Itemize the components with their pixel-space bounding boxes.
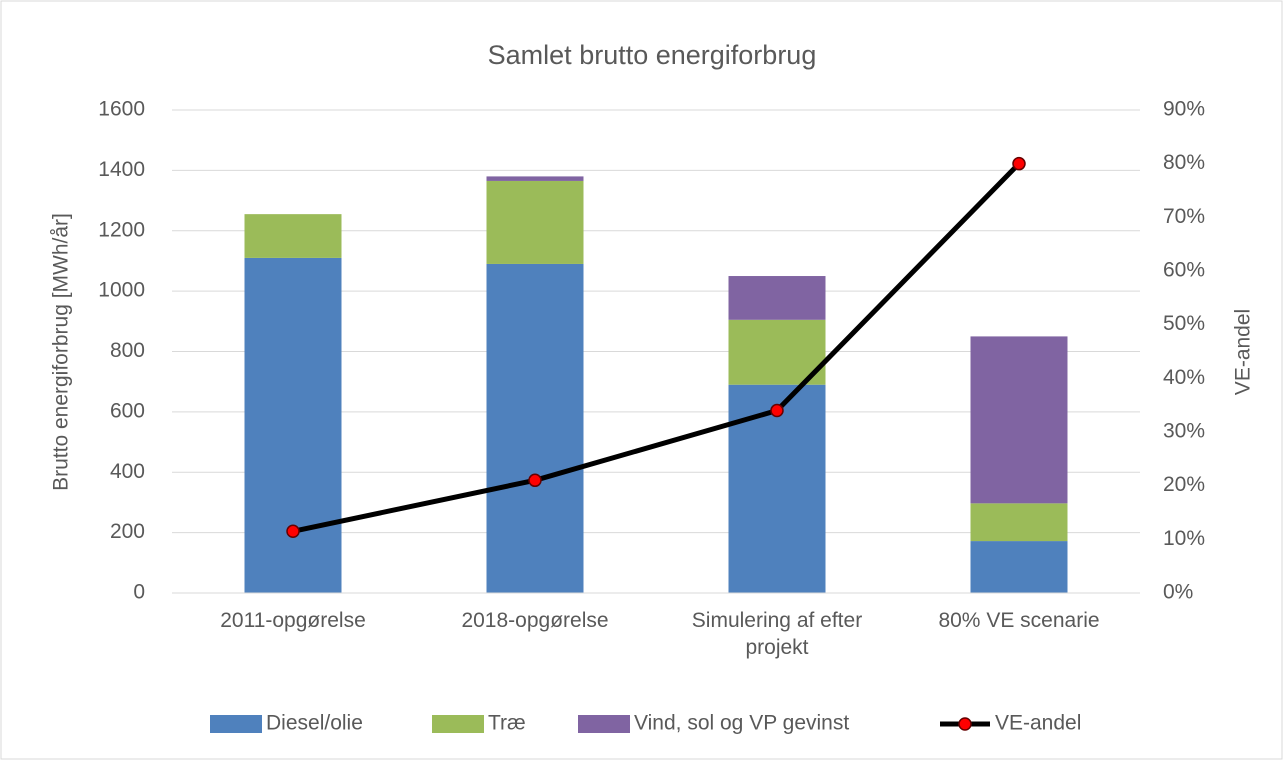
legend-label: Vind, sol og VP gevinst: [634, 712, 849, 735]
y-tick-label: 1600: [98, 98, 145, 121]
bar-segment: [728, 319, 826, 385]
line-series: [292, 161, 1021, 534]
y2-axis-label: VE-andel: [1232, 309, 1255, 395]
line-marker: [528, 473, 542, 488]
y-axis-label: Brutto energiforbrug [MWh/år]: [50, 213, 73, 491]
x-tick-label: 2018-opgørelse: [461, 609, 609, 632]
legend-swatch: [210, 715, 262, 733]
y2-tick-label: 80%: [1163, 151, 1205, 174]
y-tick-label: 800: [110, 339, 145, 362]
legend-label: Diesel/olie: [266, 712, 363, 735]
line-marker: [770, 403, 784, 418]
y2-tick-label: 0%: [1163, 581, 1193, 604]
bar-segment: [486, 176, 584, 181]
line-marker: [286, 524, 300, 539]
y-tick-label: 1000: [98, 279, 145, 302]
y2-tick-label: 20%: [1163, 473, 1205, 496]
y-tick-label: 400: [110, 460, 145, 483]
bar-segment: [244, 214, 342, 258]
y2-tick-label: 90%: [1163, 98, 1205, 121]
bar-segment: [970, 541, 1068, 593]
legend-label: Træ: [488, 712, 526, 735]
legend-swatch: [432, 715, 484, 733]
y-tick-label: 1200: [98, 218, 145, 241]
legend-label: VE-andel: [995, 712, 1081, 735]
bar-segment: [486, 263, 584, 593]
y2-tick-label: 30%: [1163, 420, 1205, 443]
x-tick-label: 80% VE scenarie: [938, 609, 1100, 632]
bar-segment: [728, 276, 826, 320]
y-tick-label: 600: [110, 399, 145, 422]
line-marker: [1012, 156, 1026, 171]
bar-segment: [486, 180, 584, 264]
bar-segment: [244, 257, 342, 593]
y2-tick-label: 10%: [1163, 527, 1205, 550]
x-tick-label: 2011-opgørelse: [220, 609, 366, 632]
y2-tick-label: 70%: [1163, 205, 1205, 228]
y2-tick-label: 50%: [1163, 312, 1205, 335]
chart-title: Samlet brutto energiforbrug: [488, 40, 817, 70]
legend-swatch: [578, 715, 630, 733]
y-tick-label: 200: [110, 520, 145, 543]
x-tick-label: Simulering af efter projekt: [691, 609, 863, 659]
legend-marker: [958, 717, 972, 731]
y-tick-label: 1400: [98, 158, 145, 181]
bar-segment: [970, 336, 1068, 504]
y2-tick-label: 60%: [1163, 259, 1205, 282]
y-tick-label: 0: [133, 581, 145, 604]
y2-tick-label: 40%: [1163, 366, 1205, 389]
bar-segment: [970, 503, 1068, 542]
